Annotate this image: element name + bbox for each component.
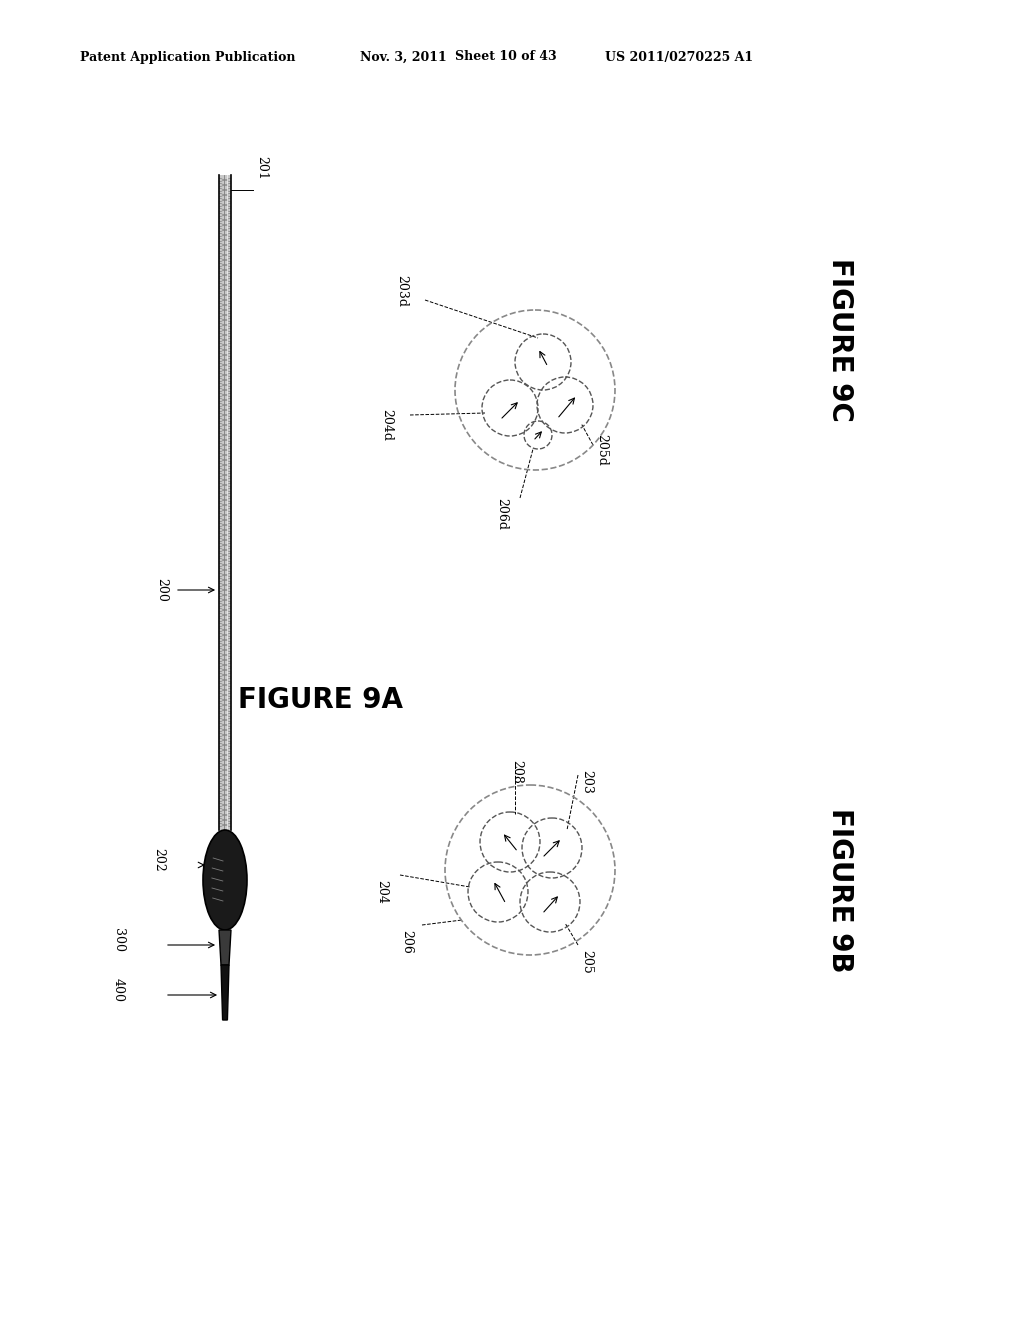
Text: 202: 202 xyxy=(152,849,165,873)
Text: FIGURE 9A: FIGURE 9A xyxy=(238,686,402,714)
Polygon shape xyxy=(219,931,231,965)
Text: Patent Application Publication: Patent Application Publication xyxy=(80,50,296,63)
Text: 206: 206 xyxy=(400,931,413,954)
Text: 300: 300 xyxy=(112,928,125,952)
Ellipse shape xyxy=(203,830,247,931)
Text: 205d: 205d xyxy=(595,434,608,466)
Text: US 2011/0270225 A1: US 2011/0270225 A1 xyxy=(605,50,753,63)
Text: 201: 201 xyxy=(255,156,268,180)
Polygon shape xyxy=(221,965,229,1020)
Text: FIGURE 9C: FIGURE 9C xyxy=(826,259,854,422)
Text: FIGURE 9B: FIGURE 9B xyxy=(826,808,854,973)
Text: 203: 203 xyxy=(580,770,593,793)
Text: 204d: 204d xyxy=(380,409,393,441)
Text: 203d: 203d xyxy=(395,275,408,308)
Text: 204: 204 xyxy=(375,880,388,904)
Text: Sheet 10 of 43: Sheet 10 of 43 xyxy=(455,50,557,63)
Text: 208: 208 xyxy=(510,760,523,784)
Text: 206d: 206d xyxy=(495,498,508,531)
Text: 400: 400 xyxy=(112,978,125,1002)
Text: 200: 200 xyxy=(155,578,168,602)
Text: Nov. 3, 2011: Nov. 3, 2011 xyxy=(360,50,446,63)
Text: 205: 205 xyxy=(580,950,593,974)
Polygon shape xyxy=(219,176,231,830)
